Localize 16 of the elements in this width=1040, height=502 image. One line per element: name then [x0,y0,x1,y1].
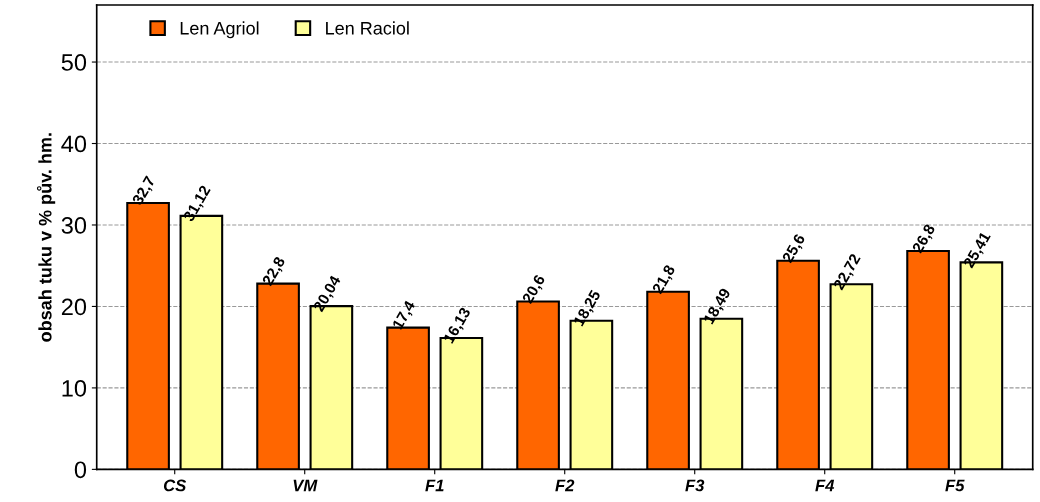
x-tick-label: F3 [685,479,705,492]
legend-label: Len Agriol [180,21,259,39]
x-tick-label: F2 [555,479,575,492]
x-tick-label: F4 [815,479,835,492]
y-tick-label: 10 [62,379,87,397]
x-tick-label: F5 [945,479,965,492]
y-tick-label: 0 [74,461,87,479]
y-tick-label: 40 [61,135,87,153]
x-tick-label: F1 [425,479,444,492]
x-tick-label: CS [163,479,187,492]
y-tick-label: 30 [61,217,87,234]
y-tick-label: 20 [61,298,87,316]
y-tick-label: 50 [61,54,87,71]
y-axis-title: obsah tuku v % pův. hm. [36,133,56,342]
x-tick-label: VM [293,479,318,492]
legend-label: Len Raciol [326,21,409,35]
